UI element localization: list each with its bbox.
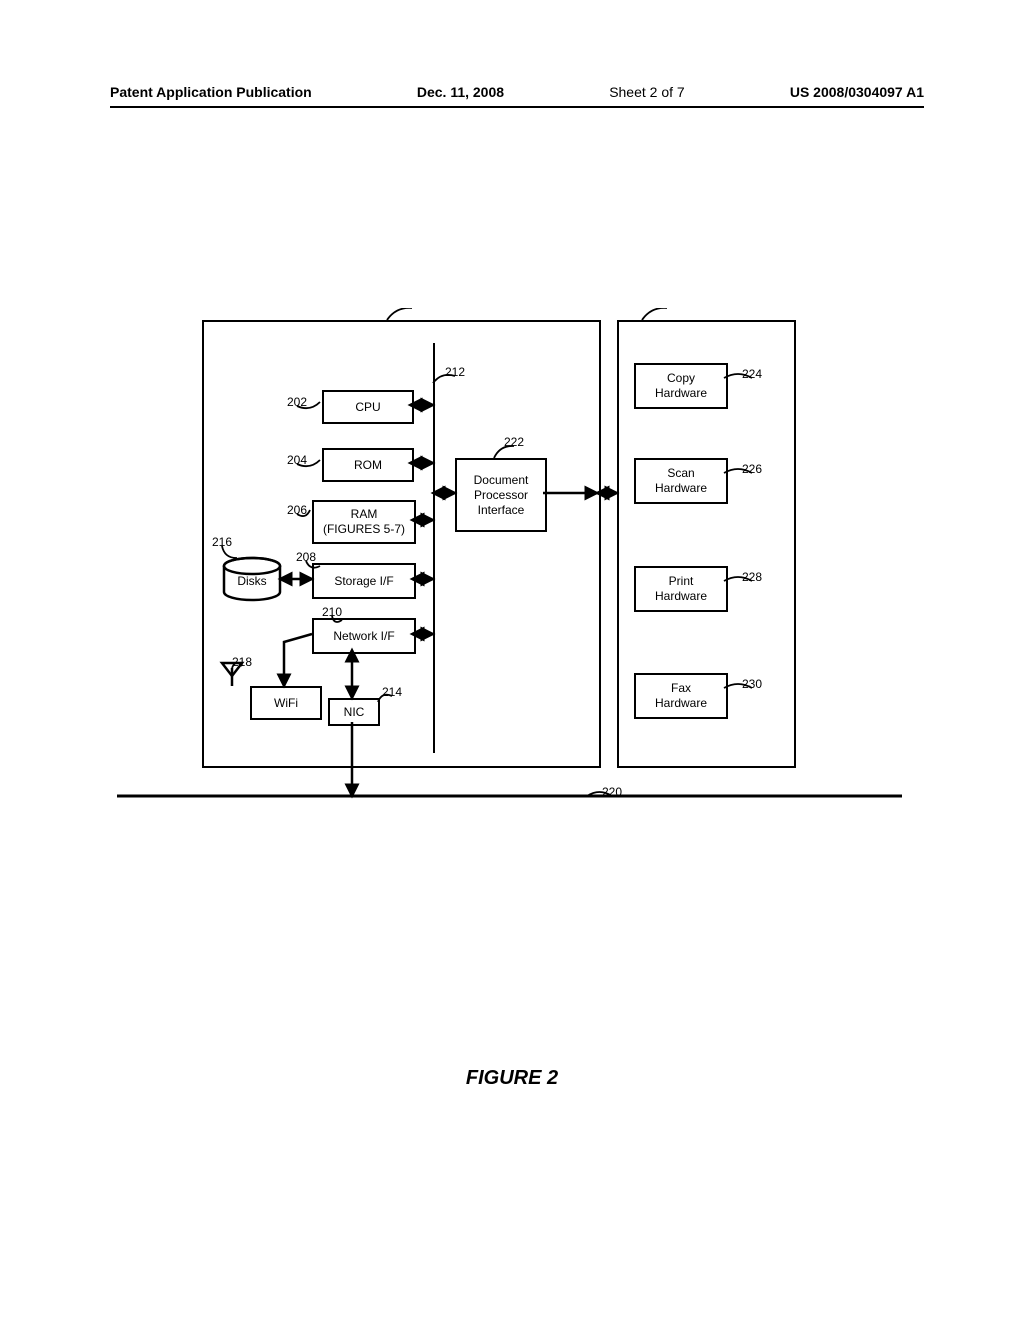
dpi-label: Document Processor Interface bbox=[474, 473, 529, 518]
header-publication: Patent Application Publication bbox=[110, 84, 312, 106]
bus-line bbox=[433, 343, 435, 753]
copy-hardware-label: Copy Hardware bbox=[655, 371, 707, 401]
rom-block: ROM bbox=[322, 448, 414, 482]
wifi-label: WiFi bbox=[274, 696, 298, 711]
document-processor-interface-block: Document Processor Interface bbox=[455, 458, 547, 532]
cpu-label: CPU bbox=[355, 400, 380, 415]
header-date: Dec. 11, 2008 bbox=[417, 84, 504, 106]
print-hardware-label: Print Hardware bbox=[655, 574, 707, 604]
storage-if-block: Storage I/F bbox=[312, 563, 416, 599]
header-docnum: US 2008/0304097 A1 bbox=[790, 84, 924, 106]
storage-if-label: Storage I/F bbox=[334, 574, 393, 589]
network-if-block: Network I/F bbox=[312, 618, 416, 654]
print-hardware-block: Print Hardware bbox=[634, 566, 728, 612]
fax-hardware-label: Fax Hardware bbox=[655, 681, 707, 711]
nic-block: NIC bbox=[328, 698, 380, 726]
svg-text:200: 200 bbox=[402, 308, 422, 311]
rom-label: ROM bbox=[354, 458, 382, 473]
scan-hardware-block: Scan Hardware bbox=[634, 458, 728, 504]
figure-diagram: CPU ROM RAM (FIGURES 5-7) Storage I/F Ne… bbox=[202, 308, 792, 788]
page-header: Patent Application Publication Dec. 11, … bbox=[110, 84, 924, 108]
ram-block: RAM (FIGURES 5-7) bbox=[312, 500, 416, 544]
header-sheet: Sheet 2 of 7 bbox=[609, 84, 685, 106]
cpu-block: CPU bbox=[322, 390, 414, 424]
wifi-block: WiFi bbox=[250, 686, 322, 720]
fax-hardware-block: Fax Hardware bbox=[634, 673, 728, 719]
ram-label: RAM (FIGURES 5-7) bbox=[323, 507, 405, 537]
page: Patent Application Publication Dec. 11, … bbox=[0, 0, 1024, 1320]
copy-hardware-block: Copy Hardware bbox=[634, 363, 728, 409]
nic-label: NIC bbox=[344, 705, 365, 720]
figure-caption: FIGURE 2 bbox=[0, 1067, 1024, 1090]
svg-text:220: 220 bbox=[602, 785, 622, 799]
scan-hardware-label: Scan Hardware bbox=[655, 466, 707, 496]
network-if-label: Network I/F bbox=[333, 629, 394, 644]
svg-text:232: 232 bbox=[657, 308, 677, 311]
